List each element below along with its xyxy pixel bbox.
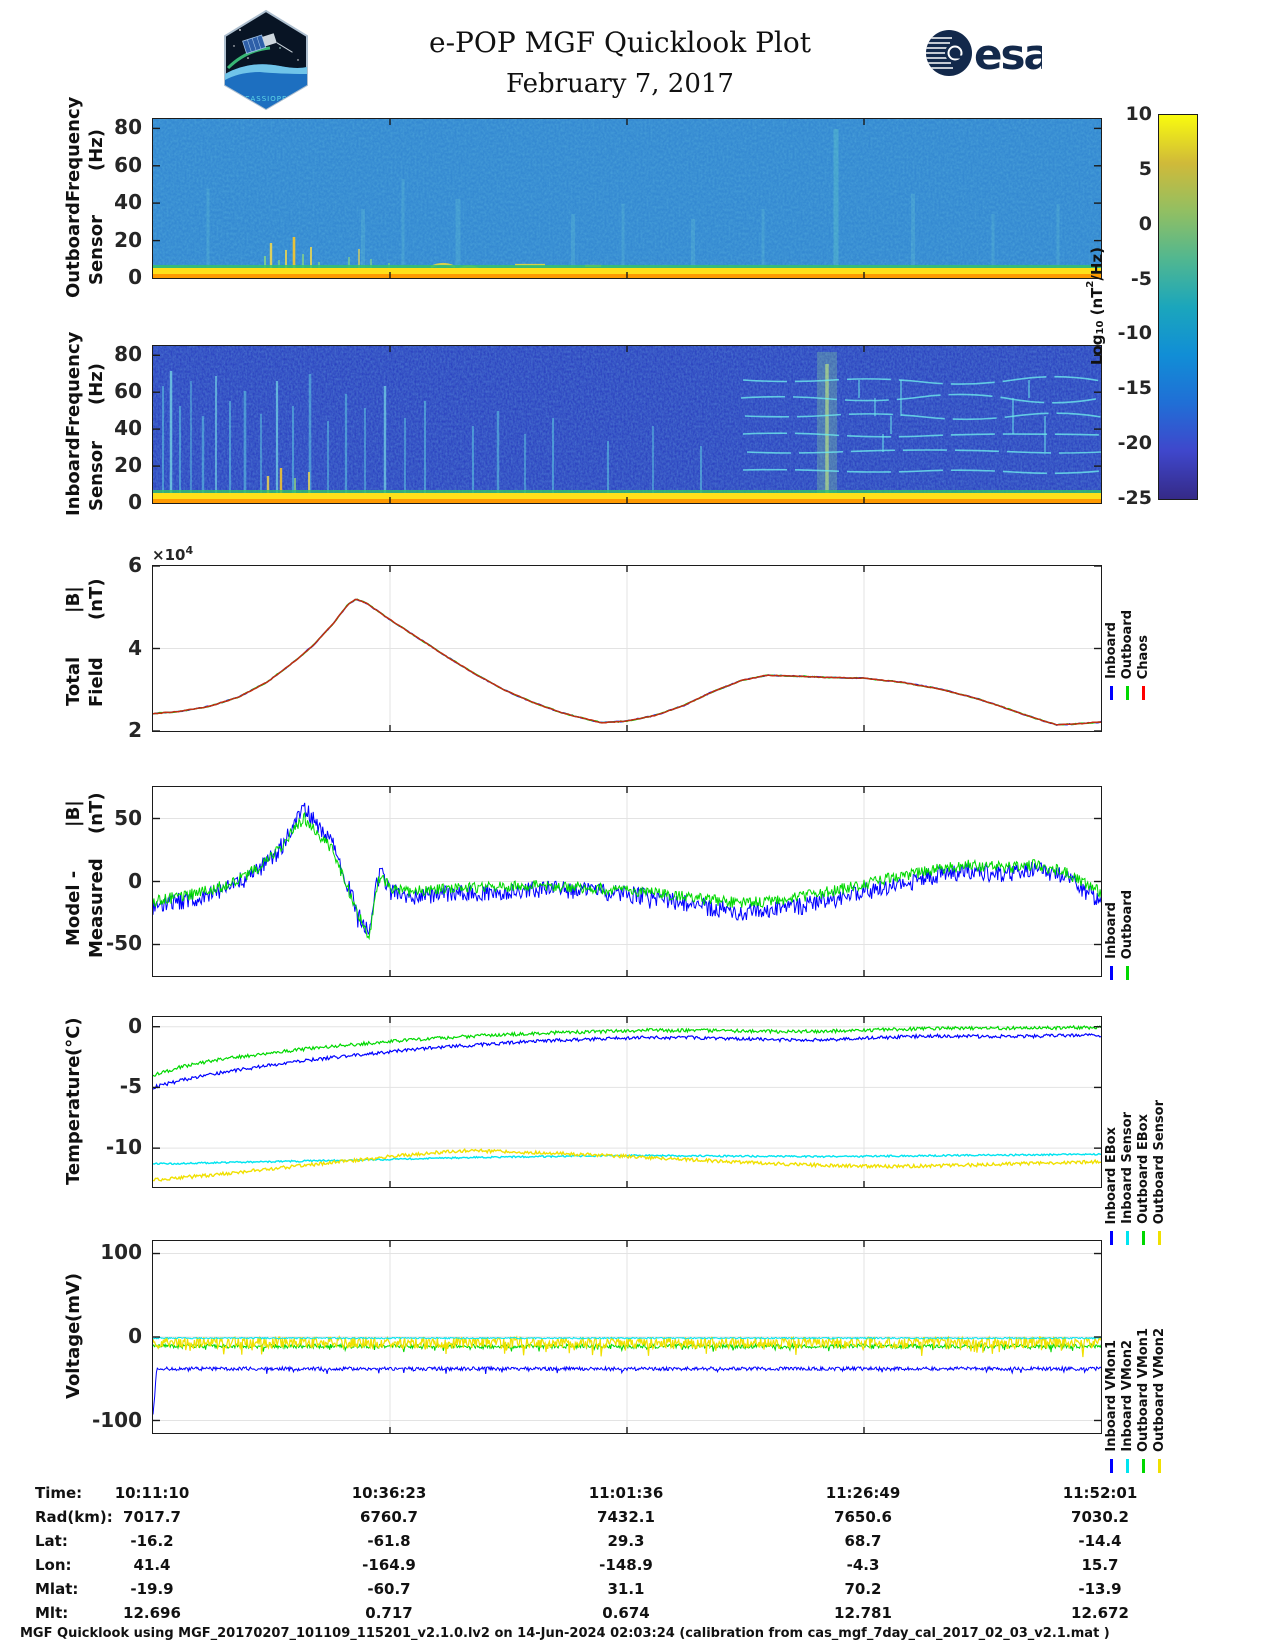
outboard-spectrogram-image (153, 119, 1101, 278)
inboard-spectrogram-image (153, 346, 1101, 503)
series-inboard-vmon2 (153, 1336, 1101, 1340)
table-row: Lat: -16.2 -61.8 29.3 68.7 -14.4 (35, 1532, 1122, 1550)
table-row: Mlat: -19.9 -60.7 31.1 70.2 -13.9 (35, 1580, 1122, 1598)
patch-aurora (226, 46, 271, 70)
legend-swatch (1110, 966, 1113, 980)
series-outboard (153, 811, 1101, 941)
axis-ticks (153, 119, 1101, 278)
axis-ticks (153, 346, 1101, 503)
elf-band-yellow (153, 493, 1101, 499)
inboard-spectrogram-panel (152, 345, 1102, 504)
legend-swatch (1126, 1231, 1129, 1245)
legend-swatch (1158, 1459, 1161, 1473)
series-inboard (153, 802, 1101, 936)
cassiope-mission-patch: CASSIOPE (224, 9, 308, 111)
legend-swatch (1126, 686, 1129, 700)
colorbar-label: Log10 (nT2/Hz) (1085, 246, 1106, 366)
temperature-chart (153, 1017, 1101, 1187)
legend-entry: Chaos (1136, 635, 1151, 700)
voltage-panel (152, 1240, 1102, 1434)
elf-band-green (153, 490, 1101, 493)
series-chaos (153, 598, 1101, 726)
legend-entry: Inboard (1104, 902, 1119, 980)
series-inboard-ebox (153, 1033, 1101, 1090)
legend-swatch (1142, 1231, 1145, 1245)
legend-entry: Outboard VMon1 (1136, 1328, 1151, 1473)
legend-swatch (1126, 1459, 1129, 1473)
legend-entry: Inboard VMon1 (1104, 1340, 1119, 1473)
voltage-legend: Inboard VMon1 Inboard VMon2 Outboard VMo… (1104, 1238, 1167, 1473)
series-outboard-ebox (153, 1024, 1101, 1077)
legend-swatch (1126, 966, 1129, 980)
model-measured-chart (153, 787, 1101, 976)
voltage-chart (153, 1241, 1101, 1433)
model-measured-legend: Inboard Outboard (1104, 840, 1135, 980)
legend-entry: Outboard EBox (1136, 1114, 1151, 1245)
temperature-panel (152, 1016, 1102, 1188)
model-measured-yticks: 50 0 -50 (105, 805, 142, 956)
outboard-spectrogram-panel (152, 118, 1102, 279)
legend-entry: Outboard (1120, 610, 1135, 700)
colorbar (1158, 114, 1198, 500)
elf-band-yellow (153, 268, 1101, 274)
patch-mission-name: CASSIOPE (245, 95, 288, 103)
legend-swatch (1110, 1231, 1113, 1245)
temperature-legend: Inboard EBox Inboard Sensor Outboard EBo… (1104, 1010, 1167, 1245)
patch-satellite (242, 33, 293, 55)
voltage-yticks: 100 0 -100 (91, 1240, 142, 1432)
total-field-panel (152, 565, 1102, 732)
elf-band-green (153, 265, 1101, 268)
legend-swatch (1158, 1231, 1161, 1245)
legend-swatch (1142, 686, 1145, 700)
series-inboard-vmon1 (153, 1365, 1101, 1415)
footer-filename: MGF Quicklook using MGF_20170207_101109_… (20, 1626, 1110, 1641)
table-row: Mlt: 12.696 0.717 0.674 12.781 12.672 (35, 1604, 1129, 1622)
legend-swatch (1110, 686, 1113, 700)
table-row: Time: 10:11:10 10:36:23 11:01:36 11:26:4… (35, 1484, 1138, 1502)
interference-branches (858, 380, 1046, 452)
legend-entry: Inboard Sensor (1120, 1112, 1135, 1245)
total-field-chart (153, 566, 1101, 731)
legend-entry: Outboard (1120, 890, 1135, 980)
total-field-exponent: ×104 (152, 544, 194, 564)
legend-entry: Outboard Sensor (1152, 1100, 1167, 1245)
temperature-yticks: 0 -5 -10 (105, 1013, 142, 1160)
esa-wordmark: esa (974, 30, 1042, 79)
legend-entry: Inboard VMon2 (1120, 1340, 1135, 1473)
header: e-POP MGF Quicklook Plot February 7, 201… (0, 26, 1240, 99)
esa-logo: esa (926, 30, 1042, 79)
legend-entry: Inboard (1104, 622, 1119, 700)
legend-entry: Outboard VMon2 (1152, 1328, 1167, 1473)
outboard-spectrogram-yticks: 80 60 40 20 0 (114, 115, 142, 289)
colorbar-ticks: 10 5 0 -5 -10 -15 -20 -25 (1117, 103, 1152, 509)
table-row: Rad(km): 7017.7 6760.7 7432.1 7650.6 703… (35, 1508, 1129, 1526)
total-field-legend: Inboard Outboard Chaos (1104, 570, 1151, 700)
model-measured-panel (152, 786, 1102, 977)
interference-lines (740, 375, 1101, 475)
legend-entry: Inboard EBox (1104, 1127, 1119, 1245)
total-field-yticks: 6 4 2 (128, 553, 142, 742)
inboard-spectrogram-yticks: 80 60 40 20 0 (114, 342, 142, 514)
legend-swatch (1142, 1459, 1145, 1473)
legend-swatch (1110, 1459, 1113, 1473)
page-date: February 7, 2017 (506, 69, 734, 99)
series-outboard-sensor (153, 1147, 1101, 1182)
table-row: Lon: 41.4 -164.9 -148.9 -4.3 15.7 (35, 1556, 1119, 1574)
page-title: e-POP MGF Quicklook Plot (429, 26, 811, 59)
